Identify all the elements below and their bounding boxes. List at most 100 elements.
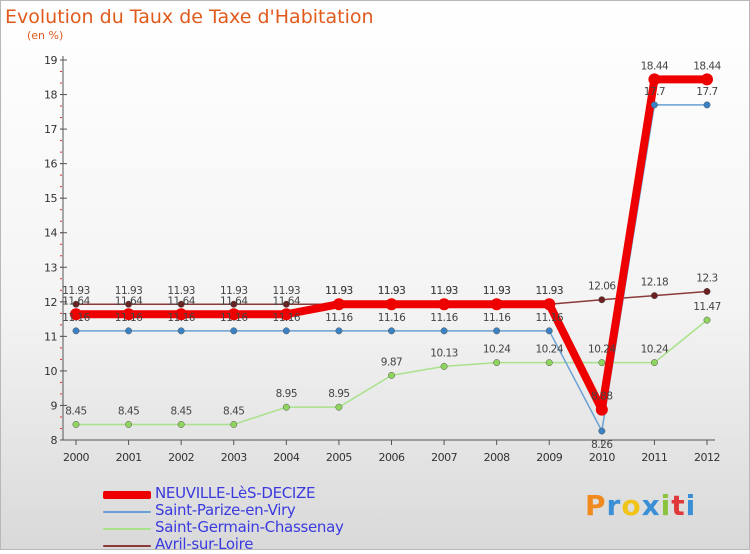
data-label: 11.16 — [62, 312, 90, 324]
y-tick-label: 14 — [44, 227, 57, 240]
data-label: 8.95 — [328, 388, 349, 400]
data-point — [230, 421, 238, 428]
data-point — [595, 403, 608, 416]
y-tick-label: 13 — [44, 261, 57, 274]
data-label: 11.16 — [378, 312, 406, 324]
chart-title: Evolution du Taux de Taxe d'Habitation — [5, 6, 374, 28]
x-tick-label: 2006 — [379, 451, 405, 464]
data-point — [332, 298, 345, 311]
logo-letter: t — [671, 489, 686, 522]
data-label: 8.45 — [223, 405, 244, 417]
data-label: 11.93 — [483, 285, 511, 297]
data-label: 10.24 — [588, 344, 616, 356]
data-label: 11.93 — [62, 285, 90, 297]
y-tick-label: 16 — [44, 158, 57, 171]
series-points — [70, 73, 713, 435]
data-point — [598, 427, 606, 435]
x-tick-label: 2009 — [536, 451, 562, 464]
data-point — [122, 308, 135, 321]
legend-label: Saint-Parize-en-Viry — [155, 501, 296, 519]
y-tick-label: 12 — [44, 296, 57, 309]
data-point — [282, 327, 290, 335]
data-label: 8.45 — [118, 405, 139, 417]
data-label: 11.16 — [483, 312, 511, 324]
x-tick-label: 2008 — [484, 451, 510, 464]
data-label: 9.87 — [381, 356, 402, 368]
data-label: 8.95 — [276, 388, 297, 400]
x-tick-label: 2007 — [431, 451, 457, 464]
data-label: 10.24 — [535, 344, 563, 356]
data-label: 12.18 — [641, 277, 669, 289]
data-point — [72, 421, 80, 428]
legend-label: NEUVILLE-LèS-DECIZE — [155, 484, 316, 502]
data-point — [282, 403, 290, 411]
data-point — [598, 359, 606, 367]
data-point — [177, 327, 185, 335]
data-label: 11.93 — [325, 285, 353, 297]
data-point — [280, 308, 293, 321]
y-tick-label: 11 — [44, 330, 57, 343]
y-tick-label: 19 — [44, 54, 57, 67]
data-point — [701, 73, 713, 86]
data-label: 11.93 — [325, 285, 353, 297]
legend-swatch — [103, 545, 151, 547]
legend-swatch — [103, 491, 151, 499]
data-point — [650, 359, 658, 367]
data-label: 11.93 — [483, 285, 511, 297]
data-label: 10.13 — [430, 347, 458, 359]
data-label: 8.45 — [170, 405, 191, 417]
data-point — [545, 359, 553, 367]
data-label: 11.93 — [535, 285, 563, 297]
data-label: 11.93 — [273, 285, 301, 297]
data-label: 11.64 — [62, 295, 90, 307]
data-label: 11.16 — [220, 312, 248, 324]
data-point — [388, 371, 395, 379]
data-label: 11.16 — [535, 312, 563, 324]
data-label: 17.7 — [644, 86, 665, 98]
y-tick-label: 9 — [51, 399, 58, 412]
x-tick-label: 2003 — [221, 451, 247, 464]
data-label: 18.44 — [641, 60, 669, 72]
x-tick-label: 2005 — [326, 451, 352, 464]
data-label: 11.93 — [220, 285, 248, 297]
data-label: 11.16 — [430, 312, 458, 324]
data-point — [230, 327, 238, 335]
data-label: 11.16 — [325, 312, 353, 324]
data-point — [385, 298, 398, 311]
data-label: 11.93 — [167, 285, 195, 297]
axes: 8 9 10 11 12 13 14 15 16 17 18 19 2000 2001 2002 2003 20… — [44, 54, 721, 464]
data-label: 8.26 — [591, 439, 613, 451]
data-label: 11.64 — [167, 295, 195, 307]
data-label: 11.16 — [167, 312, 195, 324]
y-tick-label: 15 — [44, 192, 57, 205]
y-tick-label: 8 — [51, 434, 58, 447]
data-point — [703, 316, 711, 324]
data-point — [70, 308, 82, 321]
data-point — [543, 298, 556, 311]
legend-swatch — [103, 511, 151, 513]
data-point — [650, 101, 658, 109]
data-label: 10.24 — [483, 344, 511, 356]
legend-label: Saint-Germain-Chassenay — [155, 518, 344, 536]
data-point — [227, 308, 240, 321]
logo-letter: i — [660, 489, 672, 522]
data-point — [175, 308, 188, 321]
data-label: 11.47 — [693, 301, 721, 313]
x-tick-label: 2011 — [641, 451, 667, 464]
data-point — [388, 327, 395, 335]
data-point — [72, 327, 80, 335]
legend-label: Avril-sur-Loire — [155, 535, 254, 553]
data-point — [125, 300, 133, 308]
data-label: 11.64 — [273, 295, 301, 307]
data-point — [125, 421, 133, 428]
data-point — [335, 327, 343, 335]
data-point — [282, 300, 290, 308]
data-point — [335, 403, 343, 411]
data-label: 8.45 — [65, 405, 86, 417]
data-point — [440, 362, 448, 370]
data-label: 12.3 — [696, 272, 717, 284]
chart-subtitle: (en %) — [27, 29, 64, 42]
data-label: 11.64 — [220, 295, 248, 307]
